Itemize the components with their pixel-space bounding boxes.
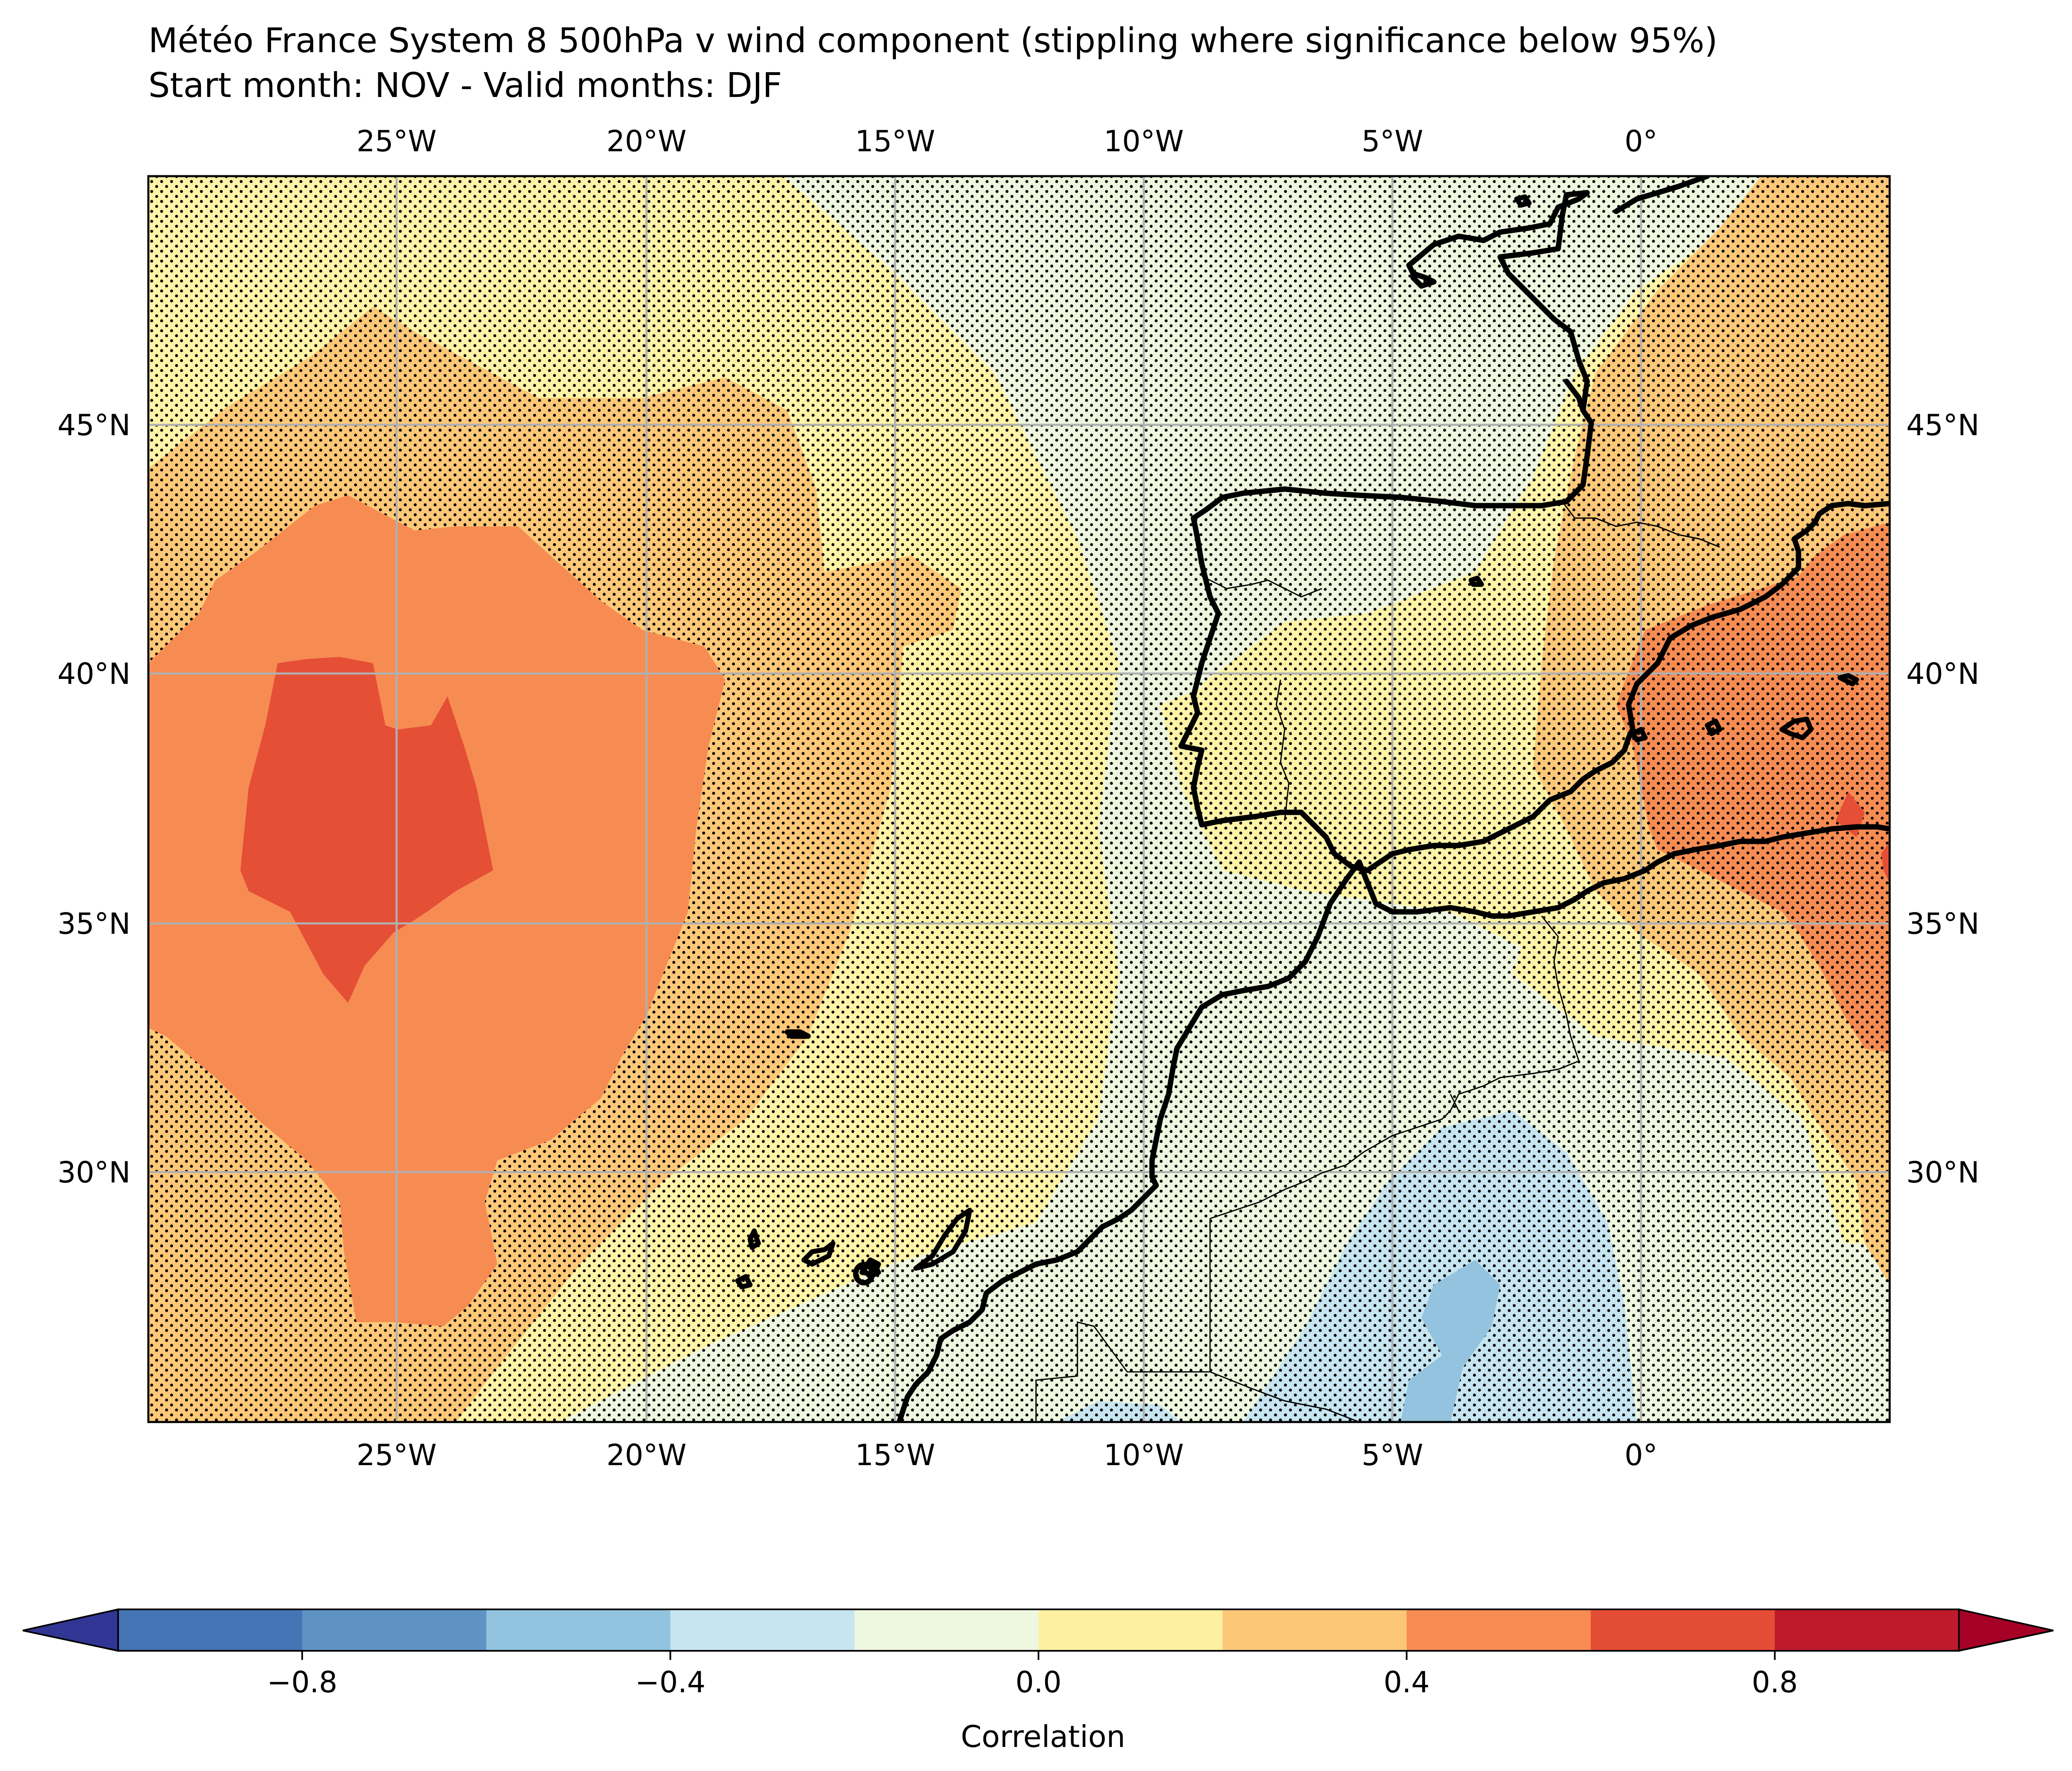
map-subtitle: Start month: NOV - Valid months: DJF [148, 66, 782, 105]
lat-labels-right: 45°N 40°N 35°N 30°N [1906, 408, 1979, 1190]
lon-tick-label: 0° [1624, 1438, 1658, 1472]
colorbar-bin [1774, 1609, 1959, 1651]
colorbar-bin [670, 1609, 855, 1651]
lon-tick-label: 20°W [606, 124, 686, 158]
significant-regions [148, 495, 1890, 1422]
lat-tick-label: 45°N [1906, 408, 1979, 442]
lat-tick-label: 40°N [58, 657, 131, 691]
lon-tick-label: 5°W [1362, 1438, 1423, 1472]
colorbar-bin [118, 1609, 303, 1651]
colorbar-bin [854, 1609, 1039, 1651]
colorbar-bin [486, 1609, 671, 1651]
lat-labels-left: 45°N 40°N 35°N 30°N [58, 408, 131, 1190]
colorbar-tick-label: 0.0 [1015, 1665, 1061, 1699]
lon-tick-label: 10°W [1104, 1438, 1184, 1472]
colorbar: −0.8 −0.4 0.0 0.4 0.8 [22, 1608, 2054, 1699]
lon-tick-label: 5°W [1362, 124, 1423, 158]
country-borders [1035, 501, 1720, 1422]
lon-tick-label: 15°W [855, 1438, 935, 1472]
map-title: Météo France System 8 500hPa v wind comp… [148, 21, 1718, 61]
colorbar-extend-low [22, 1608, 119, 1652]
lon-tick-label: 25°W [356, 124, 436, 158]
colorbar-bin [1590, 1609, 1775, 1651]
colorbar-bins [118, 1609, 1959, 1651]
coastlines [735, 176, 1890, 1422]
lat-tick-label: 30°N [58, 1156, 131, 1190]
colorbar-extend-high [1958, 1608, 2054, 1652]
lon-tick-label: 15°W [855, 124, 935, 158]
colorbar-tick-label: 0.8 [1752, 1665, 1798, 1699]
colorbar-bin [1038, 1609, 1223, 1651]
lat-tick-label: 30°N [1906, 1156, 1979, 1190]
lat-tick-label: 35°N [58, 907, 131, 941]
lon-labels-bottom: 25°W 20°W 15°W 10°W 5°W 0° [356, 1438, 1657, 1472]
lon-tick-label: 20°W [606, 1438, 686, 1472]
map-frame [147, 175, 1891, 1423]
lat-tick-label: 35°N [1906, 907, 1979, 941]
lat-tick-label: 40°N [1906, 657, 1979, 691]
lon-tick-label: 25°W [356, 1438, 436, 1472]
lon-tick-label: 10°W [1104, 124, 1184, 158]
colorbar-bin [1406, 1609, 1591, 1651]
colorbar-bin [1222, 1609, 1407, 1651]
lat-tick-label: 45°N [58, 408, 131, 442]
lon-tick-label: 0° [1624, 124, 1658, 158]
lon-labels-top: 25°W 20°W 15°W 10°W 5°W 0° [356, 124, 1657, 158]
colorbar-label: Correlation [961, 1719, 1126, 1754]
colorbar-ticks: −0.8 −0.4 0.0 0.4 0.8 [267, 1651, 1798, 1699]
colorbar-tick-label: −0.8 [267, 1665, 337, 1699]
gridlines [148, 176, 1890, 1422]
colorbar-tick-label: 0.4 [1384, 1665, 1430, 1699]
colorbar-tick-label: −0.4 [635, 1665, 706, 1699]
colorbar-bin [302, 1609, 487, 1651]
